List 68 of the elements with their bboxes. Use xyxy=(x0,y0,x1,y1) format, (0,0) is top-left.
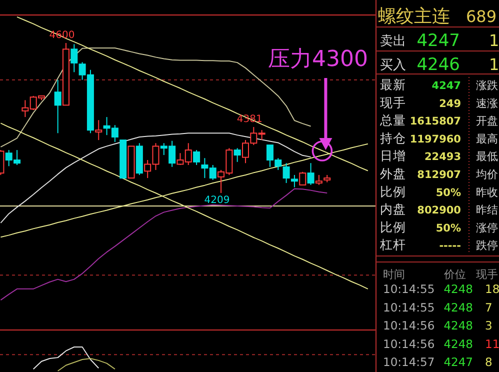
text: 4248 xyxy=(444,318,473,333)
text: 持仓 xyxy=(380,130,406,146)
text: 1197960 xyxy=(410,133,461,146)
text: 22493 xyxy=(424,151,461,164)
text: 现手 xyxy=(476,268,498,281)
text: 价位 xyxy=(443,268,466,281)
text: 杠杆 xyxy=(379,237,406,252)
text: 50% xyxy=(436,222,462,234)
text: 249 xyxy=(439,98,461,110)
text: 内盘 xyxy=(380,202,406,217)
candlestick xyxy=(95,120,102,141)
text: 买入 xyxy=(380,58,406,73)
text: 4247 xyxy=(416,31,460,51)
text: 4248 xyxy=(444,300,473,314)
text: 8 xyxy=(485,355,492,370)
text: 4246 xyxy=(416,55,460,75)
text: 10:14:57 xyxy=(383,355,435,370)
text: 卖出 xyxy=(380,34,406,49)
text: 4248 xyxy=(444,336,473,351)
text: 最新 xyxy=(380,77,406,92)
text: 10:14:56 xyxy=(383,336,435,351)
annotation: 4209 xyxy=(204,195,230,206)
text: 螺纹主连 xyxy=(378,6,450,27)
text: 1615807 xyxy=(410,116,461,128)
text: 4248 xyxy=(444,282,473,296)
text: 时间 xyxy=(383,268,405,281)
text: 现手 xyxy=(380,94,406,110)
text: 7 xyxy=(485,300,492,314)
text: 10:14:56 xyxy=(383,318,435,333)
text: 10:14:55 xyxy=(383,282,435,296)
text: 比例 xyxy=(380,219,406,234)
text: 689 xyxy=(466,7,497,26)
candlestick xyxy=(307,162,314,186)
text: 总量 xyxy=(379,112,406,128)
candlestick xyxy=(193,150,200,166)
text: 最低 xyxy=(476,150,498,164)
text: 日增 xyxy=(380,148,406,164)
text: 涨跌 xyxy=(476,79,498,92)
text: 昨收 xyxy=(476,186,498,199)
text: ----- xyxy=(439,240,461,252)
candlestick xyxy=(234,148,241,162)
text: 11 xyxy=(485,336,499,351)
text: 50% xyxy=(436,186,462,199)
candlestick xyxy=(315,174,322,186)
text: 开盘 xyxy=(476,114,498,128)
candlestick xyxy=(282,162,290,184)
text: 1 xyxy=(489,55,499,74)
text: 涨停 xyxy=(476,221,498,234)
text: 跌停 xyxy=(476,239,498,252)
text: 比例 xyxy=(380,184,406,199)
text: 10:14:55 xyxy=(383,300,435,314)
text: 1 xyxy=(489,31,499,50)
text: 3 xyxy=(485,318,492,333)
candlestick xyxy=(54,79,62,134)
text: 最高 xyxy=(476,132,498,146)
candlestick xyxy=(290,174,298,188)
candlestick xyxy=(299,171,306,186)
text: 18 xyxy=(485,282,499,296)
text: 速涨 xyxy=(476,96,498,110)
text: 均价 xyxy=(475,168,498,181)
annotation: 压力4300 xyxy=(268,47,368,72)
text: 昨结 xyxy=(476,204,498,217)
text: 812907 xyxy=(417,169,461,181)
text: 外盘 xyxy=(380,166,406,181)
text: 4247 xyxy=(432,80,461,92)
text: 802900 xyxy=(417,204,461,217)
candlestick xyxy=(70,44,78,73)
text: 4247 xyxy=(444,355,473,370)
